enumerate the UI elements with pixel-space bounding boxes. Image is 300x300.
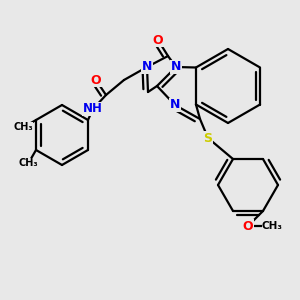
Text: N: N <box>142 61 152 74</box>
Text: O: O <box>153 34 163 46</box>
Text: CH₃: CH₃ <box>19 158 38 168</box>
Text: O: O <box>243 220 253 232</box>
Text: NH: NH <box>83 103 103 116</box>
Text: O: O <box>91 74 101 86</box>
Text: N: N <box>170 98 180 112</box>
Text: N: N <box>171 61 181 74</box>
Text: S: S <box>203 131 212 145</box>
Text: CH₃: CH₃ <box>262 221 283 231</box>
Text: CH₃: CH₃ <box>13 122 33 133</box>
